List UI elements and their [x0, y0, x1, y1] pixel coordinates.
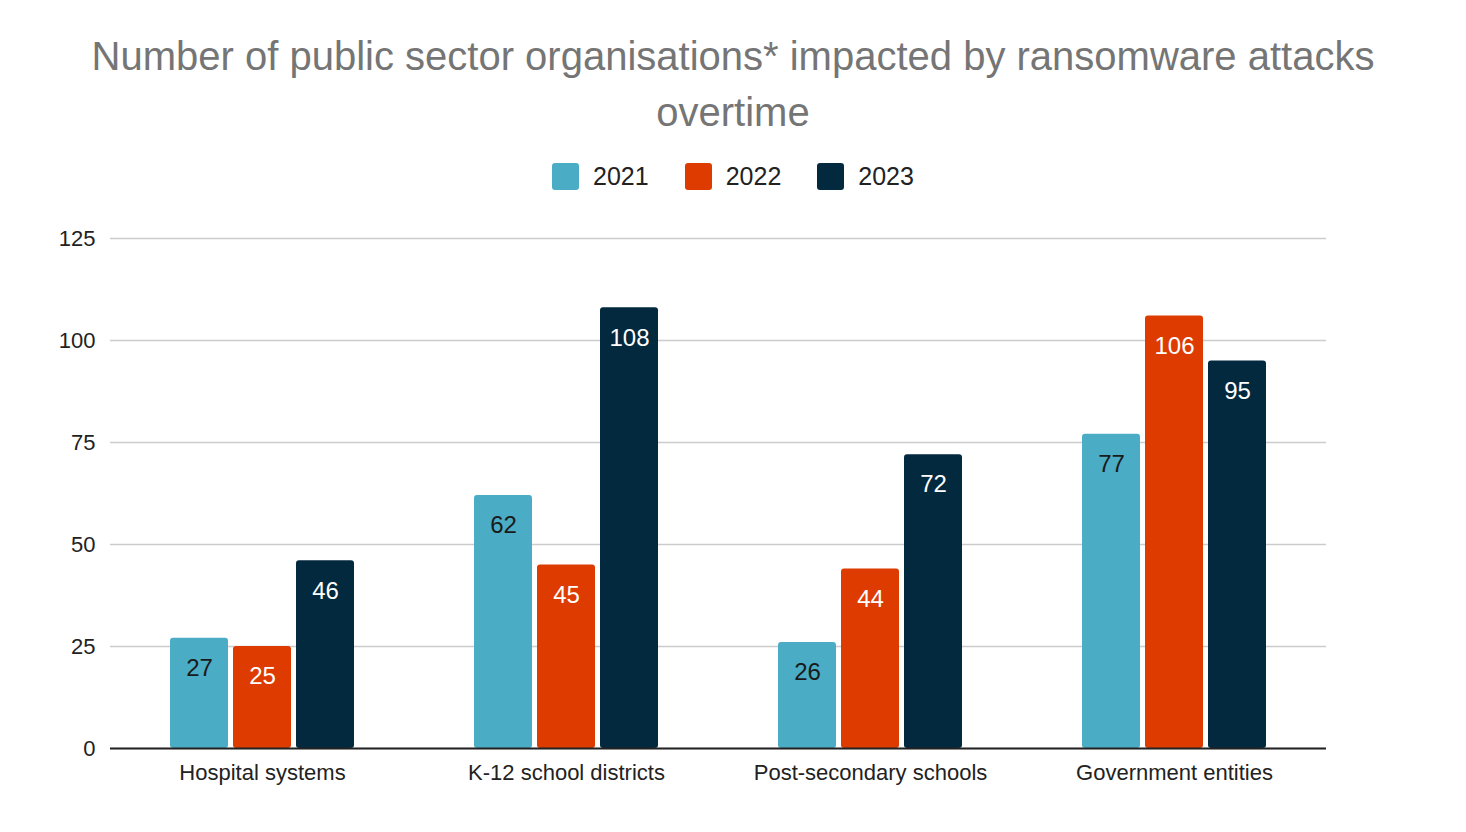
svg-text:100: 100 — [59, 328, 96, 353]
html-text:Number of public sector organi: Number of public sector organisations* i… — [91, 34, 1375, 134]
svg-text:Post-secondary schools: Post-secondary schools — [754, 760, 988, 785]
svg-text:50: 50 — [71, 532, 95, 557]
svg-text:72: 72 — [920, 470, 947, 497]
svg-text:62: 62 — [490, 511, 517, 538]
svg-text:Government entities: Government entities — [1076, 760, 1273, 785]
svg-text:125: 125 — [59, 226, 96, 251]
html-text:2022: 2022 — [725, 161, 782, 190]
svg-text:77: 77 — [1098, 450, 1125, 477]
svg-text:25: 25 — [71, 634, 95, 659]
svg-text:27: 27 — [186, 654, 213, 681]
svg-text:25: 25 — [249, 662, 276, 689]
svg-text:Hospital systems: Hospital systems — [179, 760, 345, 785]
svg-text:46: 46 — [312, 577, 339, 604]
svg-text:95: 95 — [1224, 377, 1251, 404]
html-text:2023: 2023 — [858, 161, 914, 190]
svg-text:26: 26 — [794, 658, 821, 685]
svg-text:108: 108 — [609, 324, 649, 351]
svg-text:75: 75 — [71, 430, 95, 455]
svg-text:45: 45 — [553, 581, 580, 608]
html-text:2021: 2021 — [593, 161, 649, 190]
svg-text:K-12 school districts: K-12 school districts — [468, 760, 665, 785]
svg-text:44: 44 — [857, 585, 884, 612]
svg-text:0: 0 — [83, 736, 95, 761]
svg-text:106: 106 — [1154, 332, 1194, 359]
